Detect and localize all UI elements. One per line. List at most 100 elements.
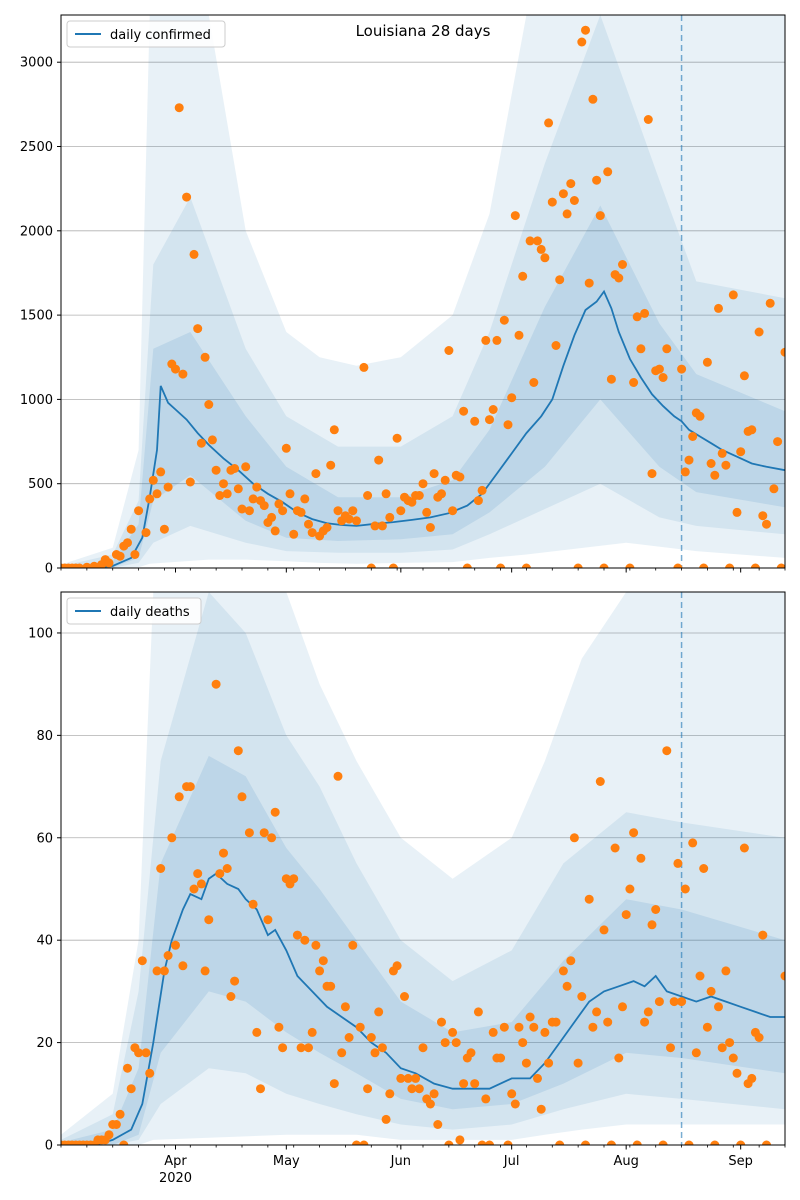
data-point bbox=[485, 415, 494, 425]
data-point bbox=[344, 514, 354, 524]
data-point bbox=[115, 551, 125, 561]
data-point bbox=[311, 940, 321, 950]
data-point bbox=[684, 1140, 694, 1145]
data-point bbox=[699, 563, 709, 568]
data-point bbox=[699, 864, 709, 873]
data-point bbox=[414, 1084, 424, 1094]
plot-area bbox=[61, 592, 785, 1145]
data-point bbox=[603, 1017, 613, 1027]
y-tick-label: 2000 bbox=[20, 224, 53, 239]
data-point bbox=[352, 516, 361, 526]
data-point bbox=[544, 1058, 554, 1068]
data-point bbox=[82, 562, 92, 568]
data-point bbox=[736, 447, 746, 457]
y-tick-label: 100 bbox=[28, 626, 53, 641]
data-point bbox=[577, 37, 587, 47]
data-point bbox=[326, 460, 336, 470]
data-point bbox=[75, 563, 84, 568]
data-point bbox=[514, 330, 524, 340]
data-point bbox=[377, 521, 387, 531]
data-point bbox=[196, 879, 206, 889]
data-point bbox=[289, 529, 299, 539]
data-point bbox=[477, 485, 487, 495]
data-point bbox=[193, 869, 203, 879]
data-point bbox=[359, 1140, 369, 1145]
data-point bbox=[307, 528, 317, 538]
data-point bbox=[222, 489, 232, 499]
data-point bbox=[536, 244, 546, 254]
data-point bbox=[640, 1017, 650, 1027]
data-point bbox=[592, 1007, 602, 1017]
data-point bbox=[776, 563, 785, 568]
data-point bbox=[230, 976, 240, 986]
y-tick-label: 1500 bbox=[20, 309, 53, 324]
data-point bbox=[148, 475, 158, 485]
data-point bbox=[721, 966, 731, 976]
legend-box bbox=[66, 20, 226, 48]
data-point bbox=[329, 425, 339, 435]
data-point bbox=[400, 992, 409, 1001]
data-point bbox=[499, 1022, 509, 1032]
data-point bbox=[529, 1022, 539, 1032]
data-point bbox=[662, 344, 672, 354]
data-point bbox=[732, 507, 742, 517]
data-point bbox=[625, 563, 635, 568]
data-point bbox=[237, 792, 247, 802]
data-point bbox=[459, 1079, 469, 1089]
data-point bbox=[566, 179, 576, 189]
data-point bbox=[244, 828, 254, 838]
data-point bbox=[204, 400, 214, 409]
data-point bbox=[462, 563, 472, 568]
data-point bbox=[407, 1084, 417, 1094]
legend-box bbox=[66, 597, 202, 625]
data-point bbox=[573, 1058, 583, 1068]
data-point bbox=[688, 838, 698, 848]
data-point bbox=[296, 507, 306, 517]
data-point bbox=[640, 308, 650, 318]
data-point bbox=[318, 956, 328, 966]
data-point bbox=[392, 961, 402, 971]
data-point bbox=[429, 469, 439, 479]
data-point bbox=[466, 1048, 476, 1058]
data-point bbox=[374, 1007, 384, 1017]
data-point bbox=[780, 347, 785, 357]
data-point bbox=[167, 833, 177, 843]
data-point bbox=[444, 1140, 454, 1145]
x-tick-sublabel: 2020 bbox=[159, 1171, 192, 1186]
data-point bbox=[736, 1140, 746, 1145]
data-point bbox=[728, 290, 738, 300]
data-point bbox=[374, 455, 384, 465]
data-point bbox=[747, 425, 757, 435]
data-point bbox=[706, 986, 716, 996]
data-point bbox=[632, 1140, 642, 1145]
data-point bbox=[780, 971, 785, 981]
data-point bbox=[488, 405, 498, 414]
data-point bbox=[503, 420, 513, 430]
data-point bbox=[252, 1027, 262, 1037]
data-point bbox=[529, 378, 539, 387]
data-point bbox=[289, 874, 299, 884]
data-point bbox=[182, 192, 192, 202]
data-point bbox=[270, 807, 280, 817]
data-point bbox=[414, 491, 424, 500]
data-point bbox=[200, 966, 210, 976]
data-point bbox=[581, 25, 590, 35]
data-point bbox=[278, 1043, 288, 1053]
data-point bbox=[385, 512, 395, 522]
data-point bbox=[189, 884, 199, 894]
data-point bbox=[211, 465, 221, 475]
data-point bbox=[263, 915, 273, 925]
data-point bbox=[425, 523, 435, 532]
data-point bbox=[440, 475, 450, 485]
data-point bbox=[134, 1048, 144, 1058]
data-point bbox=[584, 894, 594, 904]
data-point bbox=[145, 494, 155, 504]
data-point bbox=[300, 494, 310, 504]
data-point bbox=[717, 448, 727, 458]
data-point bbox=[485, 1140, 494, 1145]
y-tick-label: 0 bbox=[45, 562, 53, 577]
data-point bbox=[211, 679, 221, 689]
data-point bbox=[714, 303, 723, 313]
data-point bbox=[137, 956, 147, 966]
data-point bbox=[714, 1002, 723, 1012]
